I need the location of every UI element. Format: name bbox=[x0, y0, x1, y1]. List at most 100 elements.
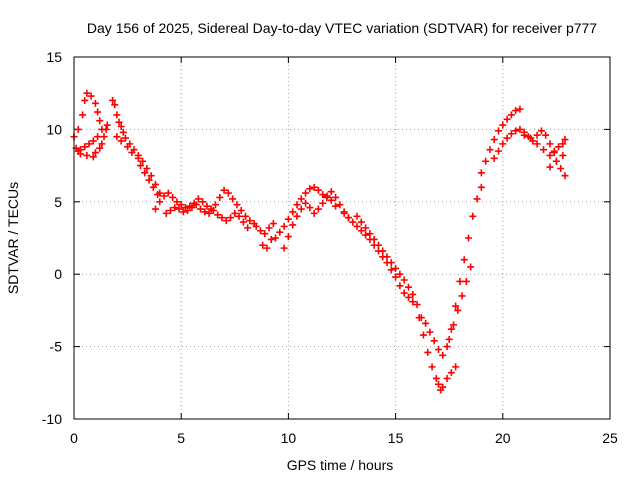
data-point bbox=[503, 115, 511, 123]
data-point bbox=[297, 205, 305, 213]
x-tick-label: 0 bbox=[70, 430, 78, 446]
data-point bbox=[477, 183, 485, 191]
chart-title: Day 156 of 2025, Sidereal Day-to-day VTE… bbox=[87, 20, 597, 36]
data-point bbox=[220, 186, 228, 194]
x-tick-label: 15 bbox=[388, 430, 404, 446]
data-point bbox=[456, 277, 464, 285]
data-point bbox=[314, 186, 322, 194]
data-point bbox=[540, 146, 548, 154]
data-point bbox=[507, 130, 515, 138]
data-point bbox=[370, 235, 378, 243]
data-point bbox=[302, 199, 310, 207]
data-point bbox=[387, 266, 395, 274]
data-point bbox=[214, 211, 222, 219]
data-point bbox=[259, 241, 267, 249]
data-point bbox=[212, 201, 220, 209]
data-point bbox=[83, 89, 91, 97]
data-point bbox=[74, 125, 82, 133]
data-point bbox=[203, 202, 211, 210]
data-point bbox=[546, 151, 554, 159]
data-point bbox=[546, 163, 554, 171]
data-point bbox=[409, 290, 417, 298]
data-point bbox=[327, 196, 335, 204]
data-point bbox=[537, 127, 545, 135]
data-point bbox=[379, 247, 387, 255]
data-point bbox=[162, 209, 170, 217]
data-point bbox=[452, 302, 460, 310]
data-point bbox=[452, 363, 460, 371]
data-point bbox=[533, 140, 541, 148]
data-point bbox=[117, 137, 125, 145]
data-point bbox=[404, 293, 412, 301]
data-point bbox=[383, 253, 391, 261]
data-point bbox=[76, 150, 84, 158]
data-point bbox=[229, 195, 237, 203]
data-point bbox=[353, 222, 361, 230]
data-point bbox=[134, 154, 142, 162]
data-point bbox=[177, 201, 185, 209]
data-point bbox=[430, 337, 438, 345]
data-point bbox=[102, 125, 110, 133]
data-point bbox=[447, 369, 455, 377]
data-point bbox=[396, 270, 404, 278]
data-point bbox=[164, 189, 172, 197]
data-point bbox=[499, 121, 507, 129]
data-point bbox=[201, 208, 209, 216]
data-point bbox=[280, 222, 288, 230]
y-tick-label: 5 bbox=[54, 194, 62, 210]
data-point bbox=[169, 193, 177, 201]
data-point bbox=[117, 123, 125, 131]
data-point bbox=[109, 96, 117, 104]
data-point bbox=[387, 259, 395, 267]
data-point bbox=[443, 374, 451, 382]
data-point bbox=[404, 283, 412, 291]
data-point bbox=[542, 131, 550, 139]
y-tick-label: -5 bbox=[50, 339, 63, 355]
data-point bbox=[319, 199, 327, 207]
y-tick-label: 0 bbox=[54, 266, 62, 282]
data-point bbox=[192, 201, 200, 209]
data-point bbox=[507, 111, 515, 119]
data-point bbox=[91, 99, 99, 107]
data-point bbox=[216, 193, 224, 201]
data-point bbox=[139, 157, 147, 165]
data-point bbox=[124, 143, 132, 151]
data-point bbox=[297, 195, 305, 203]
data-point bbox=[310, 209, 318, 217]
data-point bbox=[115, 118, 123, 126]
data-point bbox=[269, 220, 277, 228]
data-point bbox=[103, 121, 111, 129]
data-point bbox=[332, 193, 340, 201]
data-point bbox=[89, 137, 97, 145]
data-point bbox=[81, 143, 89, 151]
data-point bbox=[428, 363, 436, 371]
data-point bbox=[244, 224, 252, 232]
data-point bbox=[344, 214, 352, 222]
y-tick-label: 15 bbox=[46, 49, 62, 65]
data-point bbox=[156, 198, 164, 206]
data-point bbox=[246, 217, 254, 225]
data-point bbox=[520, 131, 528, 139]
data-point bbox=[477, 169, 485, 177]
data-point bbox=[293, 201, 301, 209]
data-point bbox=[160, 192, 168, 200]
data-point bbox=[499, 140, 507, 148]
data-point bbox=[263, 244, 271, 252]
data-point bbox=[349, 218, 357, 226]
data-point bbox=[462, 277, 470, 285]
x-tick-label: 5 bbox=[177, 430, 185, 446]
data-point bbox=[261, 230, 269, 238]
data-point bbox=[454, 306, 462, 314]
data-point bbox=[561, 136, 569, 144]
data-point bbox=[396, 282, 404, 290]
data-point bbox=[464, 234, 472, 242]
y-tick-label: -10 bbox=[42, 411, 62, 427]
plot-frame bbox=[73, 56, 611, 420]
data-point bbox=[175, 205, 183, 213]
data-point bbox=[424, 348, 432, 356]
grid-lines bbox=[74, 57, 610, 419]
data-point bbox=[443, 343, 451, 351]
data-point bbox=[512, 107, 520, 115]
data-point bbox=[400, 276, 408, 284]
data-point bbox=[490, 136, 498, 144]
